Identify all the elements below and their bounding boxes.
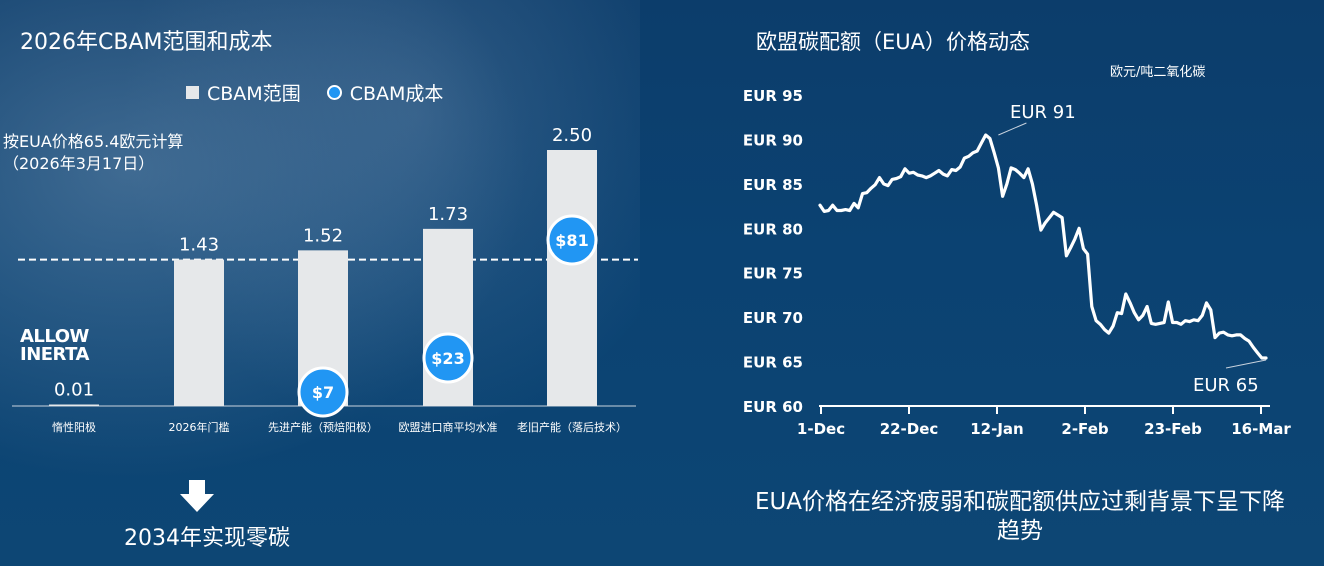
y-tick-label: EUR 65 xyxy=(743,354,803,372)
bar-value-label: 2.50 xyxy=(552,125,592,146)
bar-value-label: 1.73 xyxy=(428,204,468,225)
y-tick-label: EUR 70 xyxy=(743,309,803,327)
eua-price-line xyxy=(818,133,1268,360)
legend-cost-label: CBAM成本 xyxy=(349,83,444,105)
allow-inerta-logo: ALLOW INERTA xyxy=(20,328,89,364)
bar-category-label: 欧盟进口商平均水准 xyxy=(399,420,498,434)
right-chart-title: 欧盟碳配额（EUA）价格动态 xyxy=(756,30,1031,54)
legend-scope-label: CBAM范围 xyxy=(207,83,301,105)
annotation-leader xyxy=(998,122,1027,136)
down-arrow-icon xyxy=(180,480,214,516)
zero-carbon-caption: 2034年实现零碳 xyxy=(124,526,290,551)
bar-category-label: 先进产能（预焙阳极） xyxy=(268,420,378,434)
logo-line1: ALLOW xyxy=(20,326,89,347)
price-note-line2: （2026年3月17日） xyxy=(3,154,155,173)
x-tick-label: 12-Jan xyxy=(970,420,1023,438)
cost-label: $7 xyxy=(312,383,334,402)
scope-bar xyxy=(547,150,597,406)
bar-category-label: 惰性阳极 xyxy=(52,420,96,434)
cost-marker xyxy=(297,366,349,418)
scope-bar xyxy=(49,404,99,406)
annotation-leader xyxy=(1225,359,1267,369)
x-tick-label: 22-Dec xyxy=(880,420,939,438)
y-unit-label: 欧元/吨二氧化碳 xyxy=(1110,65,1206,80)
eua-trend-caption: EUA价格在经济疲弱和碳配额供应过剩背景下呈下降趋势 xyxy=(754,489,1286,544)
logo-line2: INERTA xyxy=(20,344,89,365)
cost-label: $23 xyxy=(431,349,464,368)
x-tick-label: 23-Feb xyxy=(1144,420,1202,438)
y-tick-label: EUR 80 xyxy=(743,220,803,238)
cost-label: $81 xyxy=(555,231,588,250)
scope-bar xyxy=(174,259,224,406)
y-tick-label: EUR 60 xyxy=(743,398,803,416)
cost-marker xyxy=(546,214,598,266)
price-note: 按EUA价格65.4欧元计算 （2026年3月17日） xyxy=(3,131,223,175)
bar-legend: CBAM范围 CBAM成本 xyxy=(186,79,443,106)
cost-marker xyxy=(422,332,474,384)
x-tick-label: 1-Dec xyxy=(797,420,845,438)
y-tick-label: EUR 75 xyxy=(743,265,803,283)
legend-scope-swatch xyxy=(186,86,199,99)
annotation-label: EUR 91 xyxy=(1010,102,1076,123)
bar-category-label: 2026年门槛 xyxy=(169,420,230,434)
bar-value-label: 0.01 xyxy=(54,380,94,401)
left-chart-title: 2026年CBAM范围和成本 xyxy=(20,30,273,55)
y-tick-label: EUR 95 xyxy=(743,87,803,105)
x-tick-label: 2-Feb xyxy=(1061,420,1108,438)
bar-value-label: 1.43 xyxy=(179,235,219,256)
y-tick-label: EUR 90 xyxy=(743,131,803,149)
bar-value-label: 1.52 xyxy=(303,225,343,246)
annotation-label: EUR 65 xyxy=(1193,375,1259,396)
y-tick-label: EUR 85 xyxy=(743,176,803,194)
price-note-line1: 按EUA价格65.4欧元计算 xyxy=(3,132,184,151)
bar-category-label: 老旧产能（落后技术） xyxy=(517,420,627,434)
legend-cost-swatch xyxy=(326,85,342,100)
x-tick-label: 16-Mar xyxy=(1231,420,1291,438)
